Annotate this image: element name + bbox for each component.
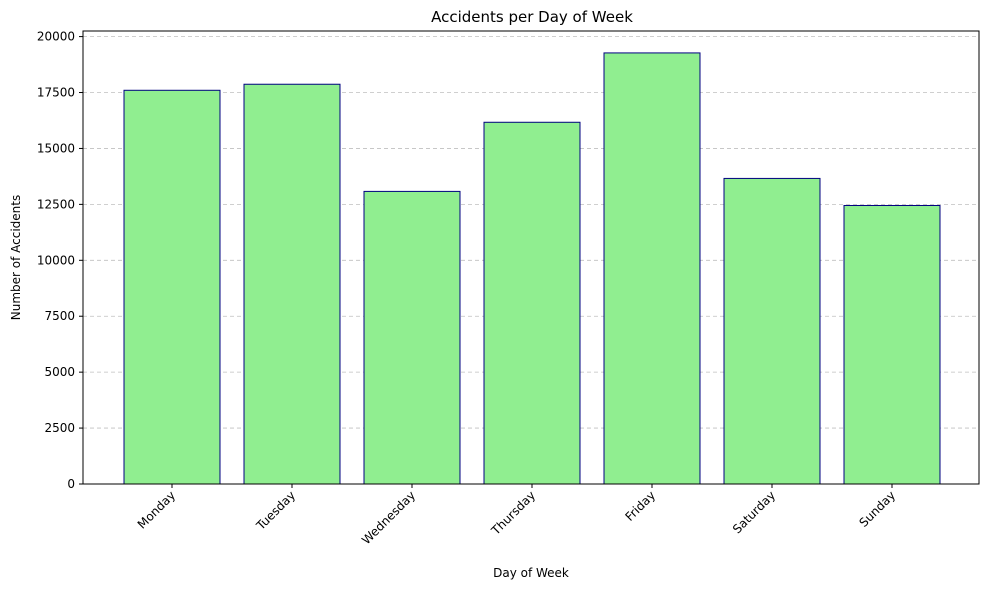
y-axis-label: Number of Accidents	[9, 195, 23, 321]
y-tick-label: 5000	[44, 365, 75, 379]
x-tick-label: Friday	[623, 488, 659, 524]
x-tick-label: Monday	[135, 488, 178, 531]
x-tick-label: Thursday	[488, 488, 538, 538]
x-tick-label: Wednesday	[359, 488, 418, 547]
x-axis-label: Day of Week	[493, 566, 569, 580]
x-tick-label: Saturday	[730, 488, 778, 536]
y-tick-label: 17500	[37, 86, 75, 100]
x-tick-label: Sunday	[856, 488, 898, 530]
plot-frame	[82, 30, 980, 485]
bar-sunday	[843, 204, 941, 485]
bar-wednesday	[363, 190, 461, 485]
bar-saturday	[723, 177, 821, 485]
y-tick-label: 2500	[44, 421, 75, 435]
y-tick-label: 20000	[37, 30, 75, 44]
bar-tuesday	[243, 83, 341, 485]
bar-thursday	[483, 121, 581, 485]
bar-friday	[603, 52, 701, 485]
y-tick-label: 10000	[37, 253, 75, 267]
y-tick-label: 15000	[37, 141, 75, 155]
y-tick-label: 12500	[37, 197, 75, 211]
bars	[123, 52, 941, 485]
bar-monday	[123, 89, 221, 485]
y-tick-label: 7500	[44, 309, 75, 323]
y-tick-label: 0	[67, 477, 75, 491]
x-axis: Monday Tuesday Wednesday Thursday Friday Satu…	[135, 484, 898, 547]
x-tick-label: Tuesday	[253, 488, 298, 533]
chart-title: Accidents per Day of Week	[431, 8, 633, 26]
y-axis: 0 2500 5000 7500 10000 12500 15000 17500 20000	[37, 30, 83, 491]
